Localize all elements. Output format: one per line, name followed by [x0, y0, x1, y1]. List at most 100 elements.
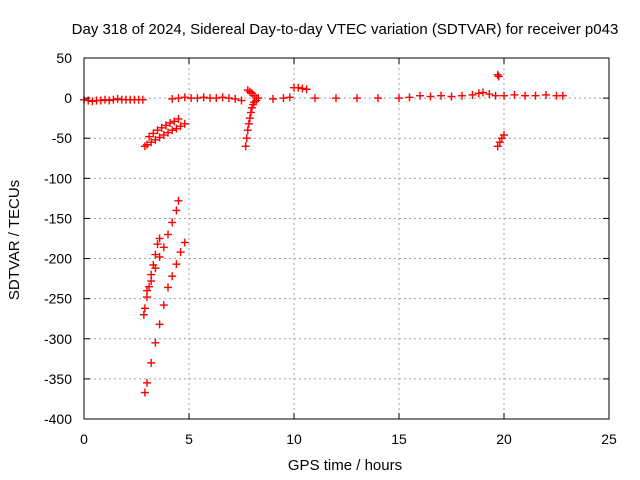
data-point — [151, 338, 160, 347]
data-point — [468, 90, 477, 99]
data-point — [237, 96, 246, 105]
data-point — [180, 93, 189, 102]
grid — [84, 58, 609, 419]
data-point — [241, 142, 250, 151]
data-point — [147, 138, 156, 147]
data-point — [88, 97, 97, 106]
data-point — [139, 310, 148, 319]
data-point — [298, 84, 307, 93]
data-point — [143, 140, 151, 149]
data-point — [159, 301, 168, 310]
y-tick-label: -100 — [44, 170, 72, 186]
data-point — [285, 93, 294, 102]
data-point — [294, 83, 303, 92]
data-point — [159, 243, 168, 252]
data-point — [164, 128, 172, 137]
data-point — [155, 252, 164, 261]
data-point — [474, 89, 483, 98]
data-point — [149, 129, 158, 138]
data-point — [101, 95, 109, 104]
data-point — [491, 91, 500, 100]
data-point — [174, 196, 183, 205]
data-point — [395, 94, 403, 103]
data-point — [416, 91, 424, 100]
data-point — [558, 91, 567, 100]
data-point — [193, 94, 202, 103]
y-tick-label: 0 — [64, 90, 72, 106]
data-point — [168, 94, 177, 103]
data-point — [542, 90, 550, 99]
data-point — [161, 121, 170, 130]
data-point — [105, 96, 114, 105]
y-tick-label: -350 — [44, 371, 72, 387]
data-point — [151, 250, 160, 259]
data-point — [145, 282, 154, 291]
data-point — [145, 132, 154, 141]
data-point — [140, 388, 149, 397]
data-point — [458, 91, 466, 100]
y-tick-label: 50 — [56, 50, 72, 66]
data-point — [168, 126, 177, 135]
data-point — [180, 238, 189, 247]
data-point — [332, 94, 340, 103]
data-point — [113, 94, 122, 103]
y-tick-label: -150 — [44, 210, 72, 226]
data-point — [243, 126, 252, 135]
data-point — [493, 142, 502, 151]
data-point — [143, 286, 151, 295]
data-point — [246, 108, 255, 117]
y-axis-label: SDTVAR / TECUs — [6, 180, 23, 300]
data-point — [224, 94, 233, 103]
data-point — [143, 378, 151, 387]
data-point — [279, 94, 288, 103]
data-point — [199, 93, 208, 102]
data-point — [500, 131, 508, 140]
data-points — [80, 70, 567, 397]
data-point — [174, 94, 183, 103]
data-point — [405, 93, 414, 102]
y-tick-label: -50 — [52, 130, 72, 146]
data-point — [151, 135, 160, 144]
data-point — [172, 260, 181, 269]
data-point — [155, 320, 164, 329]
data-point — [172, 206, 181, 215]
data-point — [495, 138, 504, 147]
data-point — [147, 358, 156, 367]
data-point — [147, 277, 156, 286]
data-point — [302, 85, 311, 94]
data-point — [174, 114, 183, 123]
data-point — [153, 126, 162, 135]
data-point — [437, 91, 445, 100]
data-point — [157, 123, 166, 132]
data-point — [500, 91, 508, 100]
data-point — [485, 90, 494, 99]
data-point — [164, 283, 172, 292]
data-point — [510, 90, 519, 99]
data-point — [168, 272, 177, 281]
data-point — [353, 94, 361, 103]
data-point — [176, 248, 185, 257]
data-point — [159, 131, 168, 140]
y-tick-label: -400 — [44, 411, 72, 427]
y-tick-label: -300 — [44, 331, 72, 347]
data-point — [109, 95, 118, 104]
data-point — [176, 122, 185, 131]
y-tick-label: -200 — [44, 251, 72, 267]
data-point — [212, 94, 221, 103]
data-point — [164, 230, 172, 239]
x-tick-label: 0 — [80, 431, 88, 447]
data-point — [166, 118, 175, 127]
data-point — [493, 70, 502, 79]
data-point — [242, 134, 251, 143]
data-point — [254, 94, 263, 103]
data-point — [426, 92, 435, 101]
data-point — [231, 94, 240, 103]
data-point — [153, 240, 162, 249]
data-point — [155, 234, 164, 243]
data-point — [180, 119, 189, 128]
data-point — [494, 72, 503, 81]
data-point — [172, 124, 181, 133]
data-point — [151, 264, 160, 273]
chart-title: Day 318 of 2024, Sidereal Day-to-day VTE… — [72, 21, 619, 38]
